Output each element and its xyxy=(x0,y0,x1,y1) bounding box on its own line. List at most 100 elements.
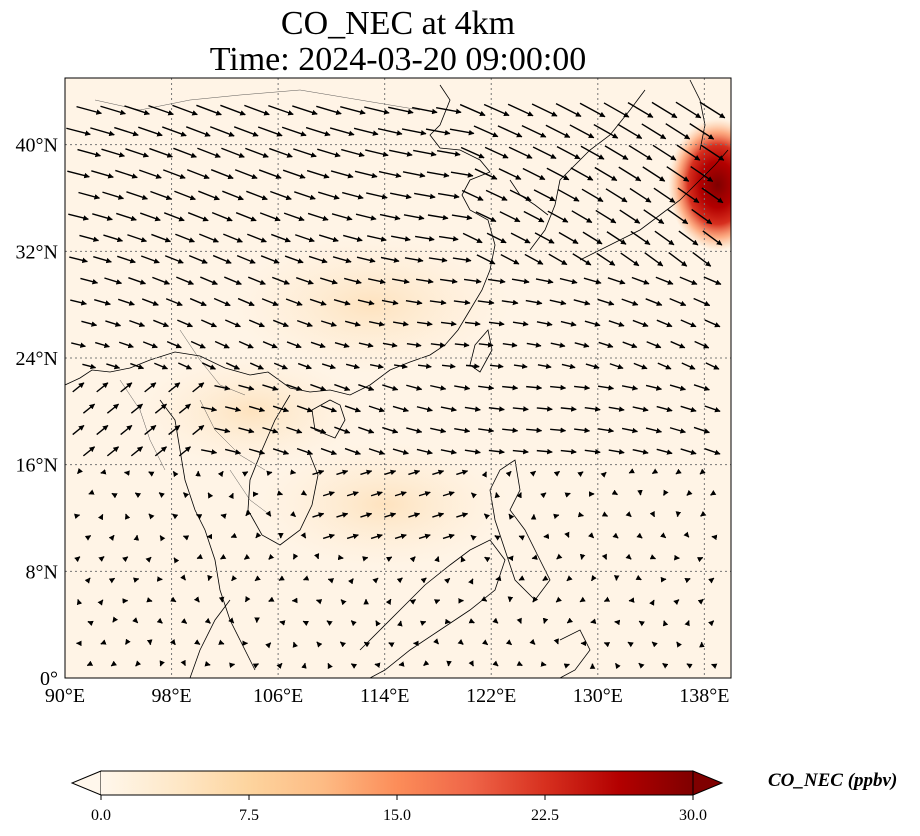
wind-arrow xyxy=(122,556,129,563)
wind-arrow xyxy=(133,577,140,583)
wind-arrow xyxy=(66,127,91,136)
wind-arrow xyxy=(627,641,634,648)
wind-arrow xyxy=(408,512,421,518)
wind-arrow xyxy=(193,596,200,603)
wind-arrow xyxy=(654,230,675,246)
wind-arrow xyxy=(245,147,269,158)
wind-arrow xyxy=(233,126,259,137)
map-subtitle-time: Time: 2024-03-20 09:00:00 xyxy=(209,41,587,78)
wind-arrow xyxy=(660,532,667,539)
wind-arrow xyxy=(178,446,191,457)
wind-arrow xyxy=(236,254,256,264)
wind-arrow xyxy=(368,321,385,327)
wind-arrow xyxy=(292,553,299,560)
wind-arrow xyxy=(651,468,659,475)
wind-arrow xyxy=(262,384,279,391)
wind-arrow xyxy=(190,340,206,349)
wind-arrow xyxy=(548,253,568,266)
wind-arrow xyxy=(638,662,645,669)
wind-arrow xyxy=(106,363,121,370)
wind-arrow xyxy=(130,446,143,457)
wind-arrow xyxy=(159,535,166,542)
wind-arrow xyxy=(358,384,375,391)
wind-arrow xyxy=(249,362,264,370)
wind-arrow xyxy=(692,251,712,267)
wind-arrow xyxy=(178,362,192,370)
wind-arrow xyxy=(651,641,658,648)
wind-arrow xyxy=(433,638,440,645)
lon-tick-label: 106°E xyxy=(253,685,303,707)
wind-arrow xyxy=(382,426,399,434)
wind-arrow xyxy=(358,342,374,348)
wind-arrow xyxy=(248,319,265,328)
wind-arrow xyxy=(481,639,489,646)
wind-arrow xyxy=(579,553,586,560)
wind-arrow xyxy=(513,363,528,369)
wind-arrow xyxy=(676,144,701,161)
wind-arrow xyxy=(430,427,447,434)
wind-arrow xyxy=(454,427,471,434)
wind-arrow xyxy=(621,298,639,306)
wind-arrow xyxy=(649,510,656,518)
wind-arrow xyxy=(536,448,553,455)
wind-arrow xyxy=(272,319,289,328)
wind-arrow xyxy=(494,492,501,499)
wind-arrow xyxy=(344,447,361,456)
wind-arrow xyxy=(389,149,413,157)
wind-arrow xyxy=(488,320,505,327)
wind-arrow xyxy=(370,533,383,540)
wind-arrow xyxy=(450,171,474,178)
wind-arrow xyxy=(662,620,669,627)
wind-arrow xyxy=(180,618,188,624)
wind-arrow xyxy=(629,187,652,203)
wind-arrow xyxy=(360,512,373,518)
wind-arrow xyxy=(172,513,179,520)
wind-arrow xyxy=(140,212,161,222)
wind-arrow xyxy=(185,126,211,137)
wind-arrow xyxy=(358,426,375,434)
wind-arrow xyxy=(128,277,146,285)
wind-arrow xyxy=(521,124,547,138)
wind-arrow xyxy=(281,126,307,137)
wind-arrow xyxy=(596,252,616,266)
wind-arrow xyxy=(645,298,663,306)
wind-arrow xyxy=(508,146,533,159)
wind-arrow xyxy=(247,233,267,243)
wind-arrow xyxy=(377,127,403,136)
wind-arrow xyxy=(316,641,323,648)
wind-arrow xyxy=(502,427,519,434)
wind-arrow xyxy=(168,382,181,393)
wind-arrow xyxy=(511,278,530,285)
wind-arrow xyxy=(550,384,567,391)
wind-arrow xyxy=(141,298,159,306)
wind-arrow xyxy=(590,618,597,624)
wind-arrow xyxy=(306,169,330,179)
wind-arrow xyxy=(711,663,718,669)
wind-arrow xyxy=(478,427,495,434)
wind-arrow xyxy=(632,448,649,455)
wind-arrow xyxy=(154,362,169,370)
wind-arrow xyxy=(524,253,544,265)
wind-arrow xyxy=(560,406,577,412)
wind-arrow xyxy=(392,405,409,413)
wind-arrow xyxy=(675,468,682,475)
wind-arrow xyxy=(200,276,218,285)
wind-arrow xyxy=(201,319,217,328)
wind-arrow xyxy=(657,362,672,370)
wind-arrow xyxy=(384,512,397,518)
wind-arrow xyxy=(516,492,522,499)
wind-arrow xyxy=(632,406,649,413)
wind-arrow xyxy=(134,492,142,499)
wind-arrow xyxy=(130,362,145,370)
wind-arrow xyxy=(560,320,577,327)
wind-arrow xyxy=(494,535,501,541)
wind-arrow xyxy=(248,405,266,413)
wind-arrow xyxy=(286,384,303,391)
wind-arrow xyxy=(621,427,639,434)
wind-arrow xyxy=(402,171,426,178)
wind-arrow xyxy=(312,512,325,518)
wind-arrow xyxy=(197,147,221,158)
wind-arrow xyxy=(438,235,459,242)
wind-arrow xyxy=(257,126,283,137)
wind-arrow xyxy=(627,102,654,118)
